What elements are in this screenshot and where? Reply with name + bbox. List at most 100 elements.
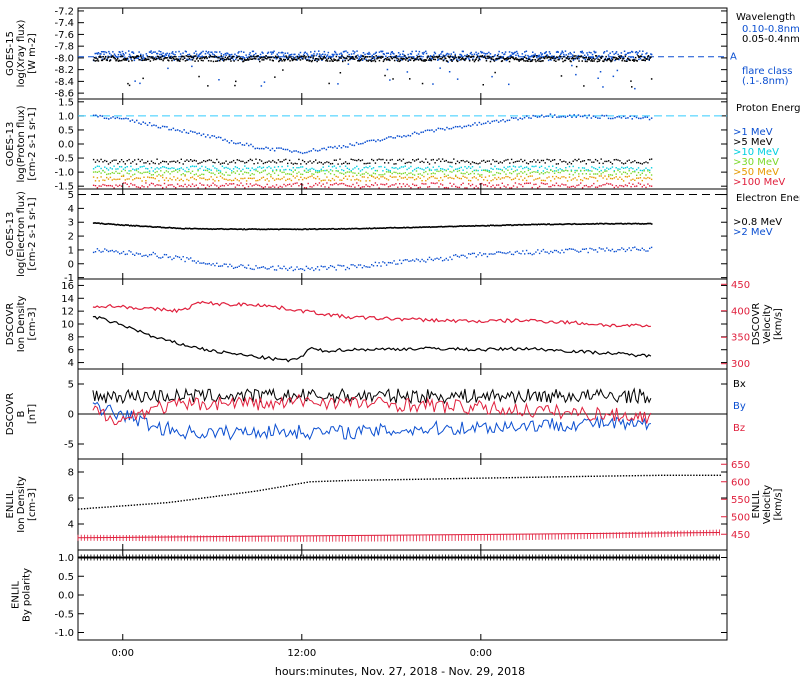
electron-2mev-series-point <box>212 263 214 265</box>
proton-series-3-point <box>104 166 106 168</box>
proton-series-4-point <box>348 171 350 173</box>
xray-series-2-point <box>555 56 558 58</box>
enlil-density-series-point <box>230 493 232 496</box>
electron-08mev-series-point <box>306 228 308 231</box>
xray-series-2-point <box>325 59 327 62</box>
proton-series-6-point <box>604 183 606 186</box>
proton-1mev-series-point <box>148 122 151 124</box>
proton-series-4-point <box>488 171 490 173</box>
xray-series-2-point <box>189 55 191 58</box>
xray-series-2-point <box>150 57 152 59</box>
proton-1mev-series-point <box>536 116 539 118</box>
proton-series-5-point <box>96 177 99 179</box>
proton-1mev-series-point <box>278 147 280 149</box>
proton-series-5-point <box>122 175 125 177</box>
electron-08mev-series-point <box>344 228 347 230</box>
xray-series-1-point <box>334 50 336 53</box>
proton-series-2-point <box>542 159 545 162</box>
proton-series-2-point <box>219 163 222 165</box>
xray-series-2-point <box>507 58 509 60</box>
proton-series-2-point <box>147 160 149 163</box>
proton-1mev-series-point <box>482 122 485 125</box>
proton-series-4-point <box>458 169 461 172</box>
proton-series-4-point <box>587 170 589 172</box>
xray-series-2-point <box>366 56 369 58</box>
proton-series-4-point <box>453 169 455 172</box>
proton-series-5-point <box>339 179 341 181</box>
proton-series-3-point <box>650 167 653 169</box>
y-tick-label: -8.6 <box>54 89 74 100</box>
proton-series-5-point <box>279 178 281 181</box>
proton-series-3-point <box>199 167 201 170</box>
xray-series-1-point <box>460 54 463 57</box>
xray-series-1-point <box>353 52 355 55</box>
xray-series-2-point <box>490 57 492 59</box>
proton-series-5-point <box>580 179 582 181</box>
electron-08mev-series-point <box>216 228 219 230</box>
electron-2mev-series-point <box>135 252 138 254</box>
proton-series-2-point <box>288 159 291 162</box>
proton-series-4-point <box>117 172 119 174</box>
electron-08mev-series-point <box>107 222 110 225</box>
xray-series-1-point <box>261 51 263 53</box>
proton-series-4-point <box>402 172 405 175</box>
xray-series-2-point <box>275 56 278 58</box>
proton-series-6-point <box>287 184 289 186</box>
proton-series-4-point <box>581 173 584 175</box>
proton-series-2-point <box>143 162 145 164</box>
xray-series-2-point <box>175 56 177 58</box>
legend-title: Wavelength <box>736 12 795 23</box>
enlil-density-series-point <box>426 478 428 480</box>
electron-08mev-series-point <box>335 228 337 230</box>
electron-2mev-series-point <box>628 247 630 249</box>
electron-08mev-series-point <box>102 222 104 225</box>
proton-series-6-point <box>535 183 537 185</box>
proton-series-5-point <box>608 175 610 178</box>
proton-series-2-point <box>611 163 614 165</box>
electron-2mev-series-point <box>331 265 334 268</box>
electron-08mev-series-point <box>636 223 638 225</box>
xray-series-2-point <box>563 59 566 62</box>
proton-series-3-point <box>120 166 123 168</box>
enlil-density-series-point <box>286 485 288 487</box>
electron-2mev-series-point <box>251 268 253 270</box>
xray-series-2-point <box>163 58 165 60</box>
proton-series-6-point <box>104 184 106 186</box>
proton-series-6-point <box>260 186 263 188</box>
enlil-density-series-point <box>455 477 458 480</box>
xray-series-2-point <box>203 56 205 59</box>
xray-series-1-point <box>342 59 344 61</box>
electron-2mev-series-point <box>216 262 218 264</box>
proton-series-2-point <box>563 160 565 162</box>
electron-08mev-series-point <box>140 225 143 228</box>
proton-series-3-point <box>524 166 526 169</box>
enlil-density-series-point <box>570 475 572 478</box>
xray-series-2-point <box>636 60 638 62</box>
xray-series-1-point <box>586 52 588 54</box>
proton-series-3-point <box>148 170 151 172</box>
electron-08mev-series-point <box>505 224 508 226</box>
proton-series-3-point <box>425 167 427 169</box>
xray-series-2-point <box>428 59 430 61</box>
electron-2mev-series-point <box>462 254 464 256</box>
y-tick-label: 4 <box>68 358 74 369</box>
xray-series-2-point <box>136 55 138 58</box>
proton-series-2-point <box>229 161 231 164</box>
proton-series-6-point <box>475 185 477 187</box>
xray-series-2-point <box>451 60 453 62</box>
xray-series-2-point <box>113 57 116 59</box>
xray-series-2-point <box>286 56 288 58</box>
axis-label-line: By polarity <box>22 568 33 622</box>
proton-series-6-point <box>468 183 470 185</box>
electron-08mev-series-point <box>591 223 593 225</box>
proton-series-3-point <box>309 168 311 170</box>
proton-series-6-point <box>650 185 653 187</box>
proton-series-4-point <box>94 171 97 173</box>
proton-series-6-point <box>333 183 336 185</box>
proton-series-6-point <box>639 183 642 185</box>
electron-08mev-series-point <box>307 228 309 231</box>
proton-1mev-series-point <box>265 146 267 149</box>
electron-08mev-series-point <box>124 224 127 226</box>
proton-series-5 <box>92 175 653 182</box>
proton-series-4-point <box>201 173 203 175</box>
